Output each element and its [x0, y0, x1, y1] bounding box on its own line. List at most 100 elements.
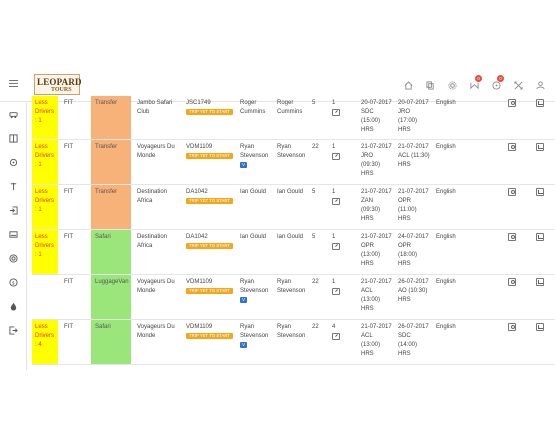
bell-icon — [491, 80, 501, 90]
drivers-warning: Less Drivers : 1 — [32, 140, 58, 184]
sidebar-item-id-card[interactable] — [8, 229, 19, 240]
sidebar-item-coin[interactable]: $ — [8, 277, 19, 288]
bell-button[interactable]: 0 — [485, 75, 507, 95]
drivers-warning: Less Drivers : 1 — [32, 230, 58, 274]
client-cell: Voyageurs Du Monde — [137, 144, 175, 159]
pickup-cell: 21-07-2017 ACL (13:00) HRS — [361, 324, 392, 357]
menu-toggle-icon[interactable] — [9, 80, 18, 88]
language-cell: English — [436, 324, 456, 330]
vehicle-count: 4 — [332, 324, 336, 330]
service-type-cell: LuggageVan — [91, 275, 131, 319]
vehicles-cell: 1 — [328, 230, 348, 257]
sidebar: $ — [0, 103, 27, 370]
dropoff-cell: 21-07-2017 ACL (11:30) HRS — [398, 144, 430, 168]
view-report-button[interactable] — [532, 96, 546, 114]
assign-driver-button[interactable] — [504, 230, 518, 248]
service-type-cell: Transfer — [91, 96, 131, 139]
assign-driver-button[interactable] — [504, 140, 518, 158]
drivers-warning: Less Drivers : 1 — [32, 96, 58, 139]
expand-button[interactable] — [507, 75, 529, 95]
guest-cell: Roger Cummins — [236, 96, 274, 120]
sidebar-item-signin[interactable] — [8, 205, 19, 216]
reference-code: DA1042 — [186, 234, 208, 240]
copy-button[interactable] — [419, 75, 441, 95]
sidebar-item-signout[interactable] — [8, 325, 19, 336]
guest-cell: Ian Gould — [236, 185, 274, 200]
pax-cell: 5 — [312, 234, 316, 240]
assign-driver-button[interactable] — [504, 96, 518, 114]
edit-icon[interactable] — [332, 333, 340, 340]
edit-icon[interactable] — [332, 288, 340, 295]
client-cell: Jambo Safari Club — [137, 100, 173, 115]
reference-cell: DA1042 TRIP YET TO START — [182, 230, 236, 254]
trip-status-badge: TRIP YET TO START — [186, 288, 233, 294]
view-report-button[interactable] — [532, 320, 546, 338]
edit-icon[interactable] — [332, 243, 340, 250]
reference-cell: VDM1109 TRIP YET TO START — [182, 140, 236, 164]
dropoff-cell: 21-07-2017 OPR (11:00) HRS — [398, 189, 429, 222]
vip-badge: V — [240, 342, 248, 348]
user-icon — [535, 80, 545, 89]
assign-driver-button[interactable] — [504, 185, 518, 203]
pax-cell: 22 — [312, 324, 319, 330]
sidebar-item-car[interactable] — [8, 109, 19, 120]
trip-status-badge: TRIP YET TO START — [186, 243, 233, 249]
service-type-cell: Transfer — [91, 140, 131, 184]
table-row[interactable]: Less Drivers : 1 FIT Transfer Jambo Safari … — [32, 96, 555, 140]
client-cell: Destination Africa — [137, 189, 168, 204]
table-row[interactable]: FIT LuggageVan Voyageurs Du Monde VDM1109 TR… — [32, 275, 555, 320]
reference-cell: DA1042 TRIP YET TO START — [182, 185, 236, 209]
lifebuoy-icon — [9, 254, 18, 263]
book-icon — [9, 134, 18, 143]
assign-driver-button[interactable] — [504, 320, 518, 338]
reference-cell: VDM1109 TRIP YET TO START — [182, 275, 236, 299]
dropoff-cell: 20-07-2017 JRO (17:00) HRS — [398, 100, 429, 133]
view-report-button[interactable] — [532, 230, 546, 248]
edit-icon[interactable] — [332, 153, 340, 160]
sidebar-item-drop[interactable] — [8, 301, 19, 312]
edit-icon[interactable] — [332, 109, 340, 116]
notification-badge: 0 — [475, 75, 482, 82]
reference-code: JSC1749 — [186, 100, 211, 106]
logo[interactable]: LEOPARD TOURS — [34, 74, 82, 95]
reference-code: DA1042 — [186, 189, 208, 195]
home-button[interactable] — [397, 75, 419, 95]
view-report-button[interactable] — [532, 185, 546, 203]
edit-icon[interactable] — [332, 198, 340, 205]
copy-icon — [425, 80, 434, 90]
view-report-button[interactable] — [532, 275, 546, 293]
logo-text: LEOPARD — [37, 77, 82, 87]
reference-code: VDM1109 — [186, 324, 213, 330]
dropoff-cell: 24-07-2017 OPR (18:00) HRS — [398, 234, 429, 267]
mail-button[interactable]: 0 — [463, 75, 485, 95]
user-card-icon — [508, 278, 516, 286]
guest-name: Ryan Stevenson — [240, 324, 269, 339]
table-row[interactable]: Less Drivers : 1 FIT Transfer Destination A… — [32, 185, 555, 230]
chart-icon — [536, 233, 544, 241]
sidebar-item-book[interactable] — [8, 133, 19, 144]
mail-icon — [469, 82, 479, 89]
table-row[interactable]: Less Drivers : 1 FIT Transfer Voyageurs Du … — [32, 140, 555, 185]
service-type-cell: Safari — [91, 320, 131, 364]
vehicles-cell: 4 — [328, 320, 348, 347]
guest-cell: Ryan Stevenson V — [236, 140, 274, 173]
table-row[interactable]: Less Drivers : 4 FIT Safari Voyageurs Du Mo… — [32, 320, 555, 365]
user-button[interactable] — [529, 75, 551, 95]
category-cell: FIT — [64, 324, 73, 330]
assign-driver-button[interactable] — [504, 275, 518, 293]
sidebar-item-lifebuoy[interactable] — [8, 253, 19, 264]
vip-badge: V — [240, 162, 248, 168]
guest-cell: Ryan Stevenson V — [236, 320, 274, 353]
table-row[interactable]: Less Drivers : 1 FIT Safari Destination Afr… — [32, 230, 555, 275]
chart-icon — [536, 323, 544, 331]
category-cell: FIT — [64, 234, 73, 240]
view-report-button[interactable] — [532, 140, 546, 158]
sidebar-item-target[interactable] — [8, 157, 19, 168]
guest-name: Ian Gould — [240, 189, 267, 195]
gear-button[interactable] — [441, 75, 463, 95]
pickup-cell: 21-07-2017 ACL (13:00) HRS — [361, 279, 392, 312]
sidebar-item-pin[interactable] — [8, 181, 19, 192]
language-cell: English — [436, 189, 456, 195]
user-card-icon — [508, 188, 516, 196]
